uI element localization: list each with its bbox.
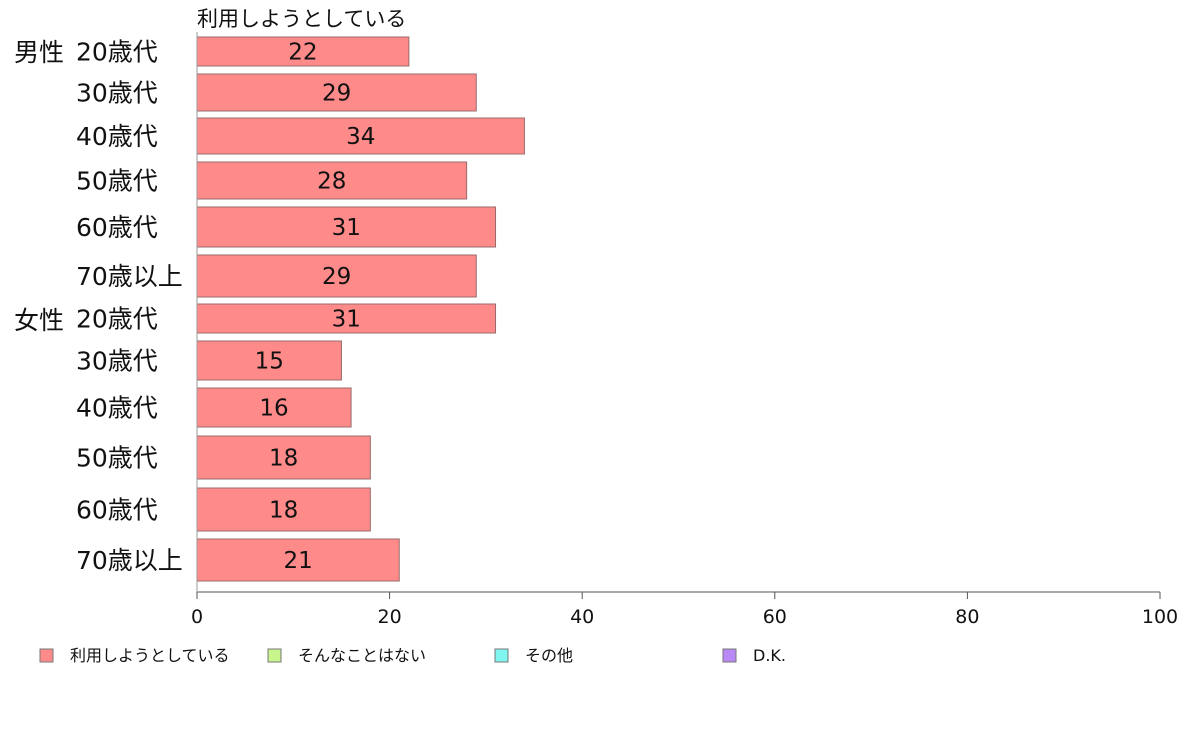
group-label-female: 女性 bbox=[14, 306, 64, 335]
bar bbox=[196, 36, 410, 67]
bar-value-label: 31 bbox=[332, 215, 361, 241]
bar bbox=[196, 206, 497, 248]
group-label-male: 男性 bbox=[14, 38, 64, 67]
bar bbox=[196, 73, 477, 112]
bar-value-label: 18 bbox=[269, 446, 298, 472]
legend-swatch bbox=[722, 648, 737, 663]
category-label: 60歳代 bbox=[76, 496, 158, 525]
legend-label: 利用しようとしている bbox=[70, 646, 230, 665]
bar bbox=[196, 538, 400, 582]
category-label: 70歳以上 bbox=[76, 262, 183, 291]
category-label: 70歳以上 bbox=[76, 546, 183, 575]
bar bbox=[196, 117, 525, 155]
category-label: 30歳代 bbox=[76, 79, 158, 108]
legend-label: D.K. bbox=[753, 646, 786, 665]
bar bbox=[196, 303, 497, 334]
bar-value-label: 34 bbox=[346, 124, 375, 150]
bar-value-label: 31 bbox=[332, 307, 361, 333]
legend-label: そんなことはない bbox=[298, 646, 426, 665]
category-label: 60歳代 bbox=[76, 213, 158, 242]
category-label: 50歳代 bbox=[76, 444, 158, 473]
bar bbox=[196, 254, 477, 298]
bar-value-label: 29 bbox=[322, 81, 351, 107]
series-title: 利用しようとしている bbox=[197, 7, 406, 31]
bar bbox=[196, 487, 371, 532]
category-label: 30歳代 bbox=[76, 347, 158, 376]
bar-value-label: 22 bbox=[288, 40, 317, 66]
x-tick-label: 80 bbox=[955, 606, 979, 628]
x-tick-label: 100 bbox=[1142, 606, 1178, 628]
x-tick-label: 60 bbox=[763, 606, 787, 628]
bar bbox=[196, 161, 468, 200]
bar-value-label: 29 bbox=[322, 264, 351, 290]
bar bbox=[196, 435, 371, 480]
bar-value-label: 18 bbox=[269, 498, 298, 524]
bar-value-label: 28 bbox=[317, 169, 346, 195]
category-label: 40歳代 bbox=[76, 122, 158, 151]
legend-label: その他 bbox=[525, 646, 573, 665]
category-label: 40歳代 bbox=[76, 394, 158, 423]
category-label: 20歳代 bbox=[76, 38, 158, 67]
x-tick-label: 20 bbox=[378, 606, 402, 628]
bar-value-label: 16 bbox=[259, 396, 288, 422]
legend-swatch bbox=[267, 648, 282, 663]
legend-swatch bbox=[494, 648, 509, 663]
bar-value-label: 21 bbox=[283, 548, 312, 574]
category-label: 50歳代 bbox=[76, 167, 158, 196]
x-tick-label: 0 bbox=[191, 606, 203, 628]
category-label: 20歳代 bbox=[76, 305, 158, 334]
bar-value-label: 15 bbox=[255, 349, 284, 375]
x-tick-label: 40 bbox=[570, 606, 594, 628]
legend-swatch bbox=[39, 648, 54, 663]
